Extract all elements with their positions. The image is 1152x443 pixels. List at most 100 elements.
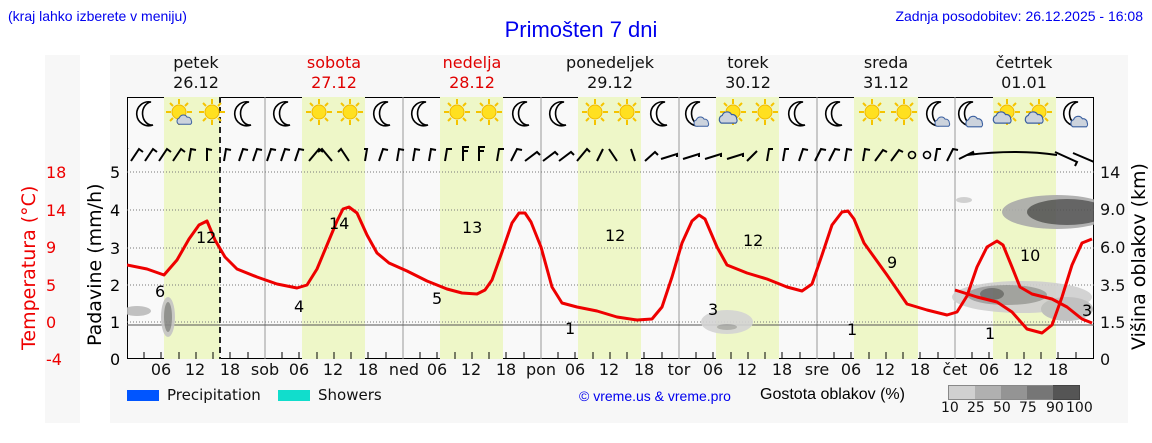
x-tick-label: 06 [702, 360, 724, 379]
x-tick-label: 18 [495, 360, 517, 379]
temp-tick: 0 [46, 313, 57, 332]
precip-tick: 0 [110, 350, 121, 369]
temp-max-label: 9 [887, 253, 898, 272]
temp-min-label: 6 [155, 282, 166, 301]
forecast-chart-svg [127, 97, 1094, 359]
moon-icon [824, 100, 843, 127]
sun-icon [613, 98, 641, 126]
cloud-density-title: Gostota oblakov (%) [760, 386, 905, 403]
moon-icon [233, 100, 252, 127]
day-header: sreda 31.12 [863, 53, 909, 92]
moon-cloud-icon [1062, 100, 1089, 128]
temp-end-label: 3 [1082, 301, 1093, 320]
density-10 [948, 385, 975, 400]
precip-tick: 4 [110, 201, 121, 220]
temp-min-label: 4 [294, 297, 305, 316]
sun-icon [858, 98, 886, 126]
cloud-height-tick: 6.0 [1100, 238, 1126, 257]
credit-link[interactable]: © vreme.us & vreme.pro [579, 388, 731, 404]
moon-icon [135, 100, 154, 127]
x-tick-label: čet [942, 360, 968, 379]
density-25 [975, 385, 1001, 400]
sun-icon [198, 98, 226, 126]
x-tick-label: 12 [874, 360, 896, 379]
density-tick: 50 [993, 400, 1011, 416]
temp-max-label: 14 [329, 214, 350, 233]
cloud-height-axis-title: Višina oblakov (km) [1128, 163, 1150, 350]
x-tick-label: sob [250, 360, 280, 379]
density-50 [1001, 385, 1027, 400]
x-tick-label: 12 [460, 360, 482, 379]
x-axis-ticks [143, 352, 1077, 359]
precip-axis-title: Padavine (mm/h) [84, 183, 106, 346]
x-tick-label: 12 [736, 360, 758, 379]
last-updated: Zadnja posodobitev: 26.12.2025 - 16:08 [895, 8, 1143, 24]
x-tick-label: 06 [564, 360, 586, 379]
sun-icon [443, 98, 471, 126]
temperature-axis-title: Temperatura (°C) [18, 185, 40, 350]
x-tick-label: tor [667, 360, 691, 379]
x-tick-label: 12 [322, 360, 344, 379]
wind-barbs [127, 146, 1094, 167]
temp-min-label: 5 [432, 289, 443, 308]
cloud-height-tick: 0 [1100, 350, 1111, 369]
sun-icon [581, 98, 609, 126]
location-hint: (kraj lahko izberete v meniju) [8, 8, 187, 24]
x-tick-label: 18 [909, 360, 931, 379]
day-header: nedelja 28.12 [442, 53, 502, 92]
cloud-height-tick: 3.5 [1100, 276, 1126, 295]
temp-tick: 9 [46, 238, 57, 257]
precipitation-swatch [127, 390, 159, 401]
x-tick-label: 12 [598, 360, 620, 379]
moon-icon [272, 100, 291, 127]
sun-cloud-icon [165, 98, 193, 126]
day-header: torek 30.12 [725, 53, 771, 92]
sun-icon [336, 98, 364, 126]
day-header: četrtek 01.01 [995, 53, 1053, 92]
temp-tick: 18 [46, 163, 67, 182]
x-tick-label: 12 [1012, 360, 1034, 379]
moon-cloud-icon [957, 100, 984, 128]
moon-cloud-icon [684, 100, 710, 127]
sun-cloud-icon [718, 98, 747, 126]
density-90 [1053, 385, 1080, 400]
temp-tick: -4 [46, 350, 62, 369]
x-tick-label: 12 [184, 360, 206, 379]
cloud-height-tick: 14 [1100, 163, 1121, 182]
x-tick-label: 18 [633, 360, 655, 379]
precip-tick: 5 [110, 163, 121, 182]
density-tick: 90 [1046, 400, 1064, 416]
x-tick-label: 18 [357, 360, 379, 379]
day-header: petek 26.12 [173, 53, 219, 92]
moon-icon [511, 100, 530, 127]
temp-min-label: 1 [565, 319, 576, 338]
temperature-axis-panel [45, 55, 80, 423]
precip-tick: 2 [110, 276, 121, 295]
forecast-plot [127, 97, 1094, 359]
temp-min-label: 3 [708, 300, 719, 319]
moon-icon [548, 100, 567, 127]
density-75 [1027, 385, 1053, 400]
sun-icon [890, 98, 918, 126]
temp-max-label: 13 [462, 218, 483, 237]
density-tick: 25 [967, 400, 985, 416]
temp-tick: 5 [46, 276, 57, 295]
showers-swatch [278, 390, 310, 401]
temp-max-label: 10 [1020, 246, 1041, 265]
temp-max-label: 12 [605, 226, 626, 245]
precip-tick: 3 [110, 239, 121, 258]
moon-icon [410, 100, 429, 127]
sun-icon [305, 98, 333, 126]
precip-tick: 1 [110, 313, 121, 332]
cloud-height-tick: 1.5 [1100, 313, 1126, 332]
sun-icon [751, 98, 779, 126]
precipitation-legend-label: Precipitation [167, 386, 261, 404]
x-tick-label: ned [388, 360, 420, 379]
temp-tick: 14 [46, 201, 67, 220]
x-tick-label: 06 [978, 360, 1000, 379]
x-tick-label: 06 [426, 360, 448, 379]
showers-legend-label: Showers [318, 386, 382, 404]
x-tick-label: 06 [288, 360, 310, 379]
moon-icon [372, 100, 391, 127]
density-tick: 10 [941, 400, 959, 416]
